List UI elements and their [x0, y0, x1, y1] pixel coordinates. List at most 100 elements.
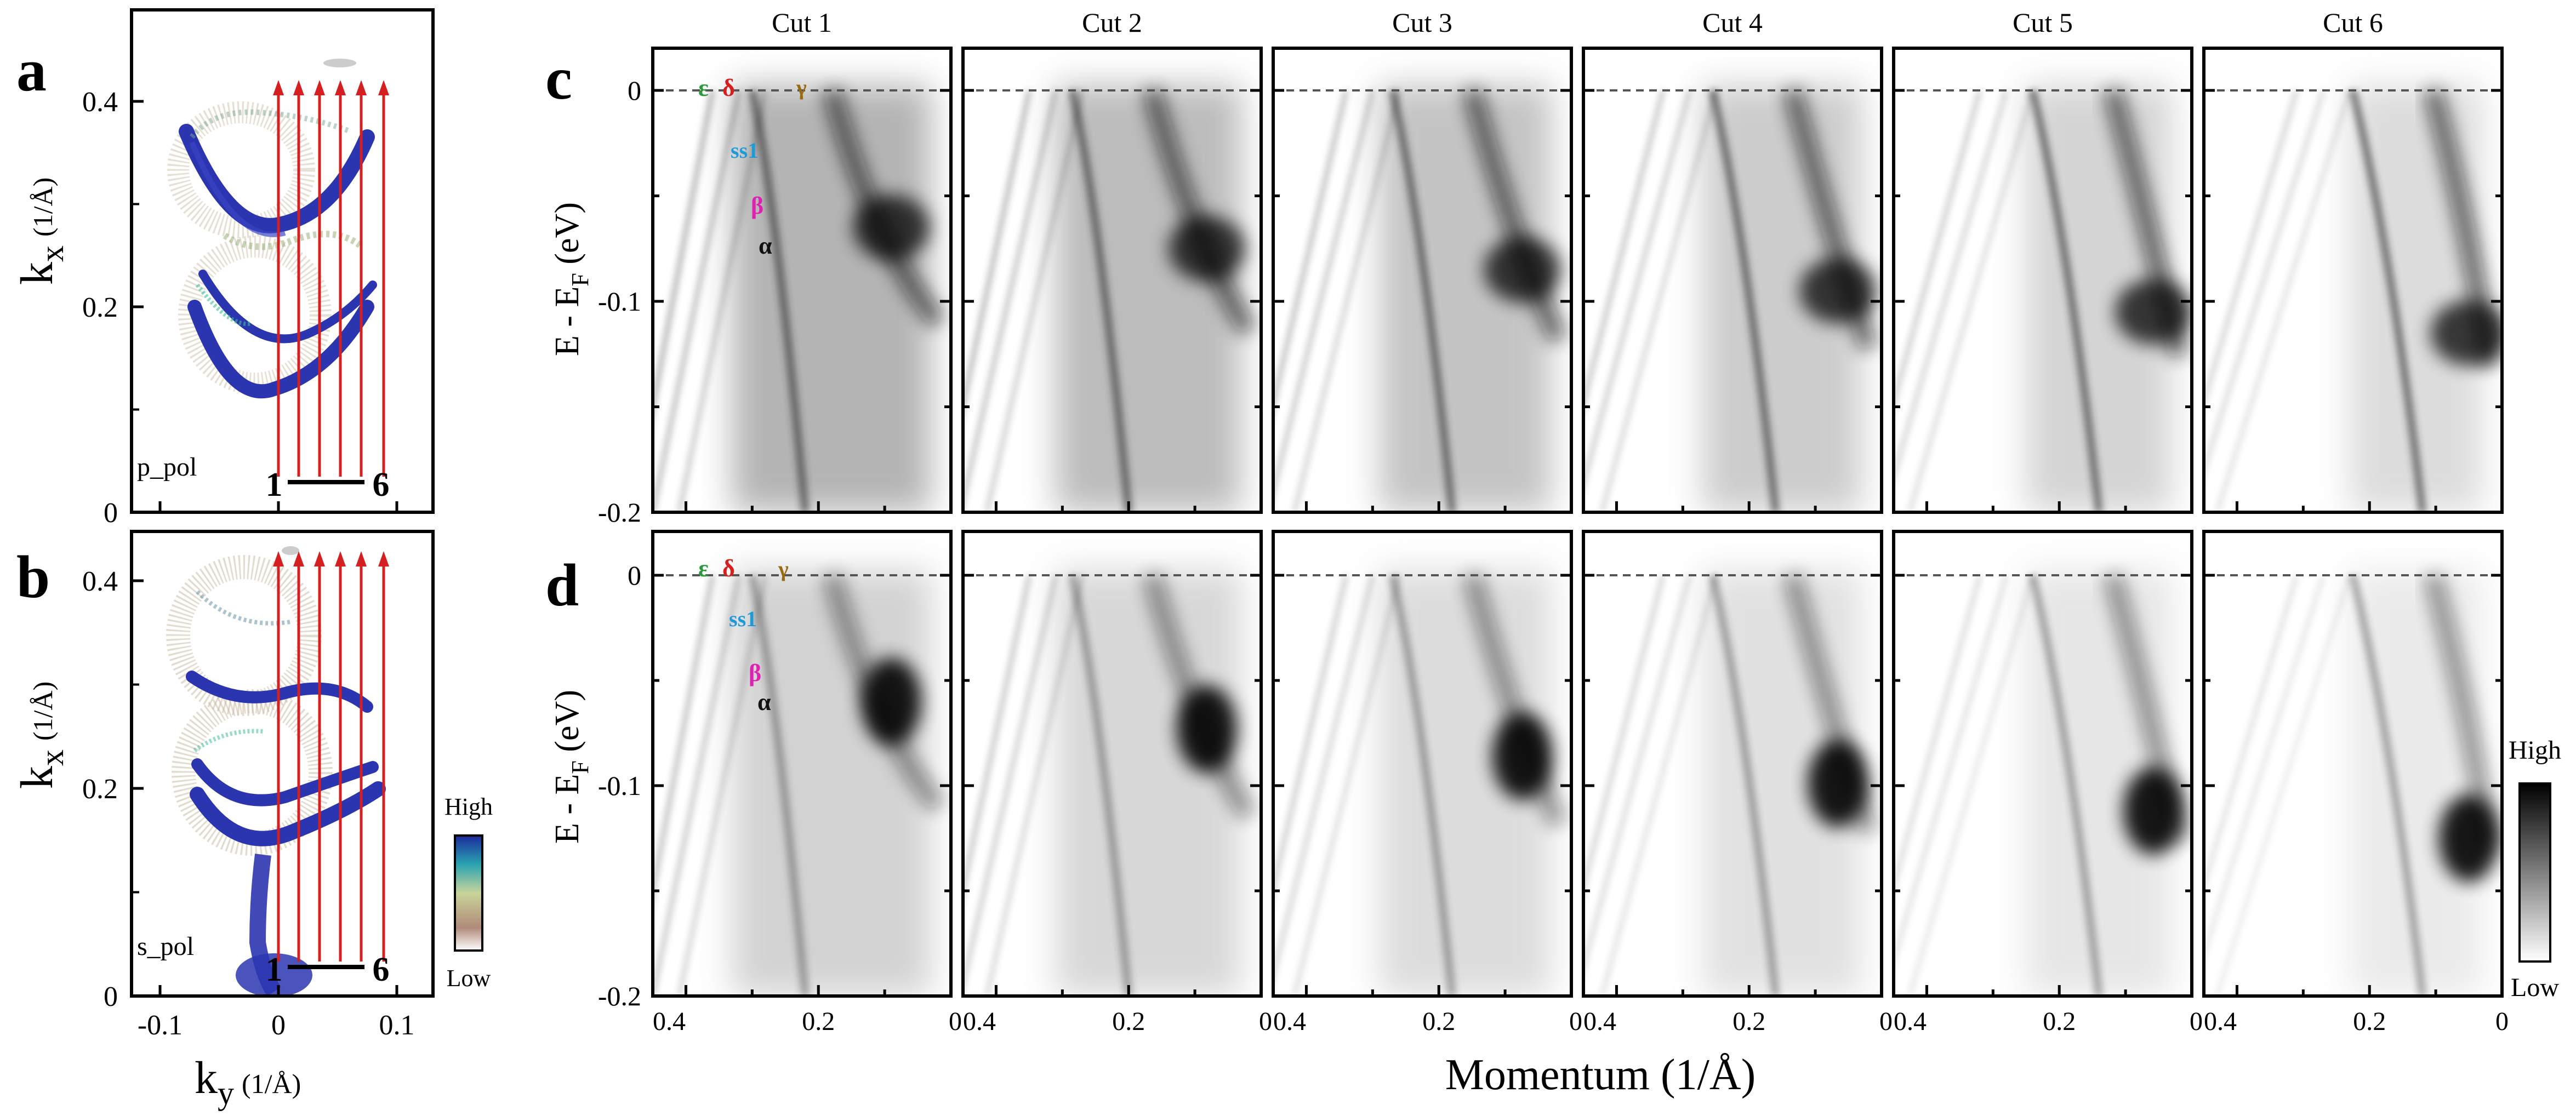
cut-arrowhead-3-a — [314, 80, 325, 95]
momentum-tick-label-3: 0.4 — [1273, 1007, 1306, 1036]
kx-tick-label-b: 0.4 — [82, 566, 118, 597]
momentum-tick-label-3: 0.2 — [1422, 1007, 1455, 1036]
band-label-ss1-c: ss1 — [731, 138, 759, 163]
cut-4-d-intensity — [1583, 531, 1882, 996]
kx-label-main-b: k — [12, 766, 62, 789]
energy-label-main-c: E - E — [549, 287, 586, 356]
cut-5-d-frame — [1892, 530, 2193, 998]
cuts-row-d: 0.4 0.2 0 0.4 0.2 0 0.4 0.2 0 0.4 0.2 0 0.4 0.2 0 0.4 0.… — [598, 530, 2509, 1036]
momentum-tick-label-2: 0.4 — [963, 1007, 996, 1036]
polarization-label-a: p_pol — [137, 453, 197, 482]
ky-axis-label: ky (1/Å) — [195, 1052, 301, 1111]
cut-5-c-frame — [1892, 47, 2193, 514]
momentum-tick-label-1: 0.2 — [802, 1007, 835, 1036]
energy-tick-label-c: -0.1 — [598, 286, 641, 317]
cut-5-c-intensity — [1894, 48, 2192, 512]
momentum-axis-label: Momentum (1/Å) — [1445, 1051, 1756, 1099]
cuts-row-c: Cut 1 Cut 2 Cut 3 Cut 4 Cut 5 Cut 6 0 -0.1 -0.2 — [598, 7, 2504, 528]
kx-tick-label-b: 0.2 — [82, 774, 118, 805]
band-label-gamma-d: γ — [778, 557, 789, 581]
energy-label-unit-d: (eV) — [549, 690, 586, 760]
cut-arrowhead-1-a — [273, 80, 284, 95]
band-label-delta-d: δ — [722, 555, 735, 582]
momentum-tick-label-3: 0 — [1569, 1007, 1582, 1036]
cut-6-c-frame — [2202, 47, 2504, 514]
cut-title-2: Cut 2 — [1082, 7, 1142, 38]
cut-arrowhead-6-b — [378, 551, 389, 566]
band-labels-d: ε δ γ ss1 β α — [698, 555, 789, 716]
fermi-colorbar-high: High — [444, 793, 493, 820]
cut-2-d-intensity — [963, 531, 1261, 996]
momentum-tick-label-2: 0 — [1259, 1007, 1272, 1036]
cut-range-start-b: 1 — [266, 951, 283, 988]
momentum-tick-label-4: 0.4 — [1583, 1007, 1616, 1036]
momentum-tick-label-1: 0 — [949, 1007, 962, 1036]
panel-letter-c: c — [545, 45, 572, 112]
momentum-tick-label-4: 0.2 — [1732, 1007, 1765, 1036]
kx-label-unit-a: (1/Å) — [27, 178, 58, 237]
ky-label-main: k — [195, 1052, 218, 1103]
energy-label-main-d: E - E — [549, 774, 586, 844]
cut-1-c-intensity — [653, 48, 951, 512]
cut-title-6: Cut 6 — [2323, 7, 2383, 38]
energy-label-sub-c: F — [567, 273, 594, 286]
cut-5-d-intensity — [1894, 531, 2192, 996]
cut-3-d-frame — [1272, 530, 1573, 998]
kx-tick-label-a: 0.4 — [82, 87, 118, 118]
cut-2-d-frame — [961, 530, 1263, 998]
momentum-tick-label-6: 0.2 — [2353, 1007, 2386, 1036]
energy-label-unit-c: (eV) — [549, 202, 586, 273]
cut-lines-a — [273, 80, 389, 477]
cut-6-d-frame — [2202, 530, 2504, 998]
cut-title-4: Cut 4 — [1702, 7, 1763, 38]
cuts-colorbar — [2518, 782, 2551, 963]
momentum-tick-label-6: 0.4 — [2204, 1007, 2237, 1036]
fermi-map-a-frame — [130, 8, 435, 514]
energy-tick-label-c: -0.2 — [598, 497, 641, 528]
momentum-tick-label-1: 0.4 — [653, 1007, 686, 1036]
kx-axis-label-b: kx (1/Å) — [12, 682, 70, 789]
fermi-map-a-intensity — [167, 59, 377, 399]
momentum-tick-label-2: 0.2 — [1112, 1007, 1145, 1036]
energy-tick-label-d: -0.2 — [598, 981, 641, 1011]
kx-label-main-a: k — [12, 262, 62, 285]
cut-range-end-a: 6 — [373, 466, 390, 503]
kx-axis-label-a: kx (1/Å) — [12, 178, 70, 285]
cut-range-start-a: 1 — [266, 466, 283, 503]
polarization-label-b: s_pol — [137, 932, 194, 961]
fermi-map-p-pol — [130, 8, 435, 514]
cut-arrowhead-2-a — [293, 80, 304, 95]
band-label-ss1-d: ss1 — [729, 606, 757, 631]
energy-tick-label-d: 0 — [628, 560, 641, 591]
fermi-map-s-pol — [130, 530, 435, 998]
ky-tick-label: 0.1 — [379, 1010, 415, 1041]
cuts-colorbar-low: Low — [2511, 973, 2559, 1002]
fermi-map-b-frame — [130, 530, 435, 998]
band-label-epsilon-c: ε — [698, 75, 709, 101]
cut-title-5: Cut 5 — [2013, 7, 2073, 38]
cut-title-3: Cut 3 — [1392, 7, 1452, 38]
kx-tick-label-a: 0.2 — [82, 292, 118, 323]
panel-letter-d: d — [545, 552, 579, 619]
cut-lines-b — [273, 551, 389, 962]
cut-4-c-frame — [1582, 47, 1883, 514]
cut-arrowhead-1-b — [273, 551, 284, 566]
kx-label-unit-b: (1/Å) — [27, 682, 58, 741]
cut-6-c-intensity — [2204, 48, 2502, 512]
kx-label-sub-a: x — [34, 245, 70, 262]
cut-1-d-frame — [651, 530, 953, 998]
band-label-alpha-d: α — [757, 689, 771, 716]
ky-label-unit: (1/Å) — [242, 1068, 301, 1099]
band-label-alpha-c: α — [759, 232, 772, 259]
momentum-tick-label-5: 0 — [2190, 1007, 2203, 1036]
momentum-tick-label-5: 0.4 — [1894, 1007, 1927, 1036]
energy-tick-label-c: 0 — [628, 75, 641, 106]
band-label-beta-d: β — [749, 660, 761, 686]
cut-3-c-frame — [1272, 47, 1573, 514]
cut-6-d-intensity — [2204, 531, 2502, 996]
cut-arrowhead-4-a — [335, 80, 346, 95]
band-label-delta-c: δ — [722, 75, 735, 101]
kx-tick-label-a: 0 — [104, 497, 118, 529]
cut-3-d-intensity — [1273, 531, 1571, 996]
band-label-beta-c: β — [751, 192, 763, 219]
